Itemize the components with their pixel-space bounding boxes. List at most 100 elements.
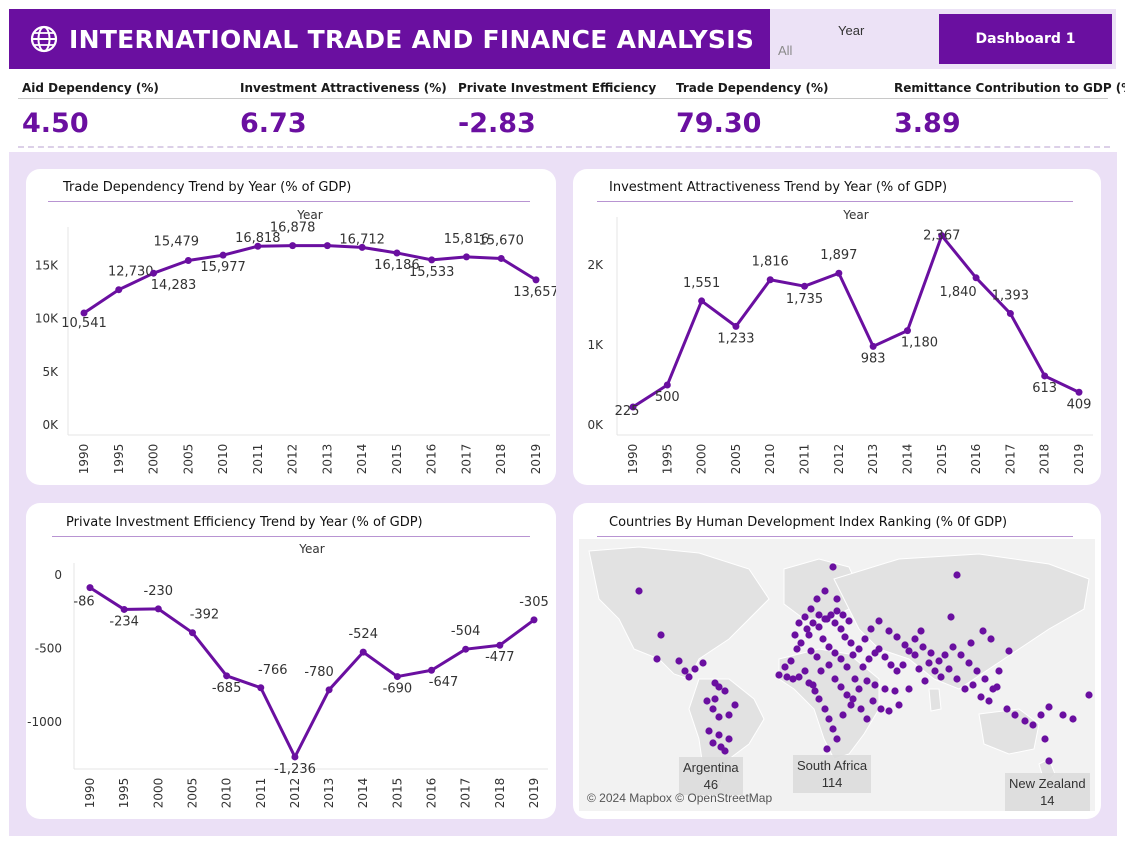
country-dot[interactable] [815, 611, 823, 619]
country-dot[interactable] [911, 651, 919, 659]
country-dot[interactable] [843, 663, 851, 671]
country-dot[interactable] [839, 711, 847, 719]
country-dot[interactable] [927, 649, 935, 657]
country-dot[interactable] [725, 711, 733, 719]
country-dot[interactable] [917, 627, 925, 635]
data-point[interactable] [496, 641, 504, 649]
country-dot[interactable] [819, 635, 827, 643]
data-point[interactable] [698, 297, 706, 305]
country-dot[interactable] [849, 651, 857, 659]
country-dot[interactable] [875, 645, 883, 653]
country-dot[interactable] [795, 673, 803, 681]
data-point[interactable] [219, 251, 227, 259]
country-dot[interactable] [961, 685, 969, 693]
country-dot[interactable] [985, 697, 993, 705]
country-dot[interactable] [809, 619, 817, 627]
country-dot[interactable] [925, 659, 933, 667]
country-dot[interactable] [989, 685, 997, 693]
country-dot[interactable] [905, 685, 913, 693]
data-point[interactable] [257, 684, 265, 692]
country-dot[interactable] [1041, 735, 1049, 743]
country-dot[interactable] [855, 645, 863, 653]
country-dot[interactable] [725, 735, 733, 743]
country-dot[interactable] [829, 725, 837, 733]
country-dot[interactable] [843, 691, 851, 699]
country-dot[interactable] [781, 663, 789, 671]
country-dot[interactable] [827, 611, 835, 619]
country-dot[interactable] [825, 643, 833, 651]
country-dot[interactable] [881, 685, 889, 693]
country-dot[interactable] [831, 649, 839, 657]
country-dot[interactable] [681, 667, 689, 675]
country-dot[interactable] [1045, 703, 1053, 711]
data-point[interactable] [629, 403, 637, 411]
data-point[interactable] [428, 256, 436, 264]
country-dot[interactable] [721, 747, 729, 755]
country-dot[interactable] [915, 665, 923, 673]
country-dot[interactable] [709, 739, 717, 747]
country-dot[interactable] [801, 667, 809, 675]
country-dot[interactable] [969, 681, 977, 689]
country-dot[interactable] [931, 667, 939, 675]
country-dot[interactable] [937, 673, 945, 681]
data-point[interactable] [120, 605, 128, 613]
country-dot[interactable] [691, 665, 699, 673]
country-dot[interactable] [813, 653, 821, 661]
country-dot[interactable] [813, 595, 821, 603]
data-point[interactable] [289, 242, 297, 250]
country-dot[interactable] [861, 635, 869, 643]
country-dot[interactable] [833, 735, 841, 743]
country-dot[interactable] [849, 695, 857, 703]
country-dot[interactable] [941, 651, 949, 659]
country-dot[interactable] [821, 615, 829, 623]
country-dot[interactable] [965, 659, 973, 667]
country-dot[interactable] [635, 587, 643, 595]
country-dot[interactable] [973, 667, 981, 675]
country-dot[interactable] [1021, 717, 1029, 725]
country-dot[interactable] [919, 643, 927, 651]
country-dot[interactable] [967, 639, 975, 647]
data-point[interactable] [323, 242, 331, 250]
data-point[interactable] [835, 269, 843, 277]
country-dot[interactable] [715, 683, 723, 691]
country-dot[interactable] [821, 705, 829, 713]
country-dot[interactable] [653, 655, 661, 663]
country-dot[interactable] [863, 677, 871, 685]
country-dot[interactable] [867, 625, 875, 633]
data-point[interactable] [359, 648, 367, 656]
country-dot[interactable] [977, 693, 985, 701]
data-point[interactable] [1075, 388, 1083, 396]
country-dot[interactable] [1085, 691, 1093, 699]
country-dot[interactable] [791, 631, 799, 639]
country-dot[interactable] [703, 697, 711, 705]
country-dot[interactable] [657, 631, 665, 639]
country-dot[interactable] [851, 675, 859, 683]
country-dot[interactable] [947, 613, 955, 621]
country-dot[interactable] [775, 671, 783, 679]
dashboard-1-button[interactable]: Dashboard 1 [939, 14, 1112, 64]
country-dot[interactable] [885, 627, 893, 635]
country-dot[interactable] [829, 563, 837, 571]
country-dot[interactable] [685, 673, 693, 681]
country-dot[interactable] [953, 675, 961, 683]
country-dot[interactable] [809, 681, 817, 689]
country-dot[interactable] [887, 661, 895, 669]
country-dot[interactable] [801, 613, 809, 621]
country-dot[interactable] [795, 619, 803, 627]
country-dot[interactable] [807, 647, 815, 655]
year-filter[interactable]: Year All Dashboard 1 [770, 9, 1116, 69]
data-point[interactable] [80, 309, 88, 317]
country-dot[interactable] [705, 727, 713, 735]
country-dot[interactable] [731, 701, 739, 709]
country-dot[interactable] [899, 661, 907, 669]
data-point[interactable] [530, 616, 538, 624]
country-dot[interactable] [945, 665, 953, 673]
country-dot[interactable] [797, 639, 805, 647]
country-dot[interactable] [711, 695, 719, 703]
country-dot[interactable] [881, 653, 889, 661]
data-point[interactable] [428, 666, 436, 674]
country-dot[interactable] [877, 705, 885, 713]
country-dot[interactable] [833, 607, 841, 615]
country-dot[interactable] [981, 675, 989, 683]
country-dot[interactable] [831, 675, 839, 683]
